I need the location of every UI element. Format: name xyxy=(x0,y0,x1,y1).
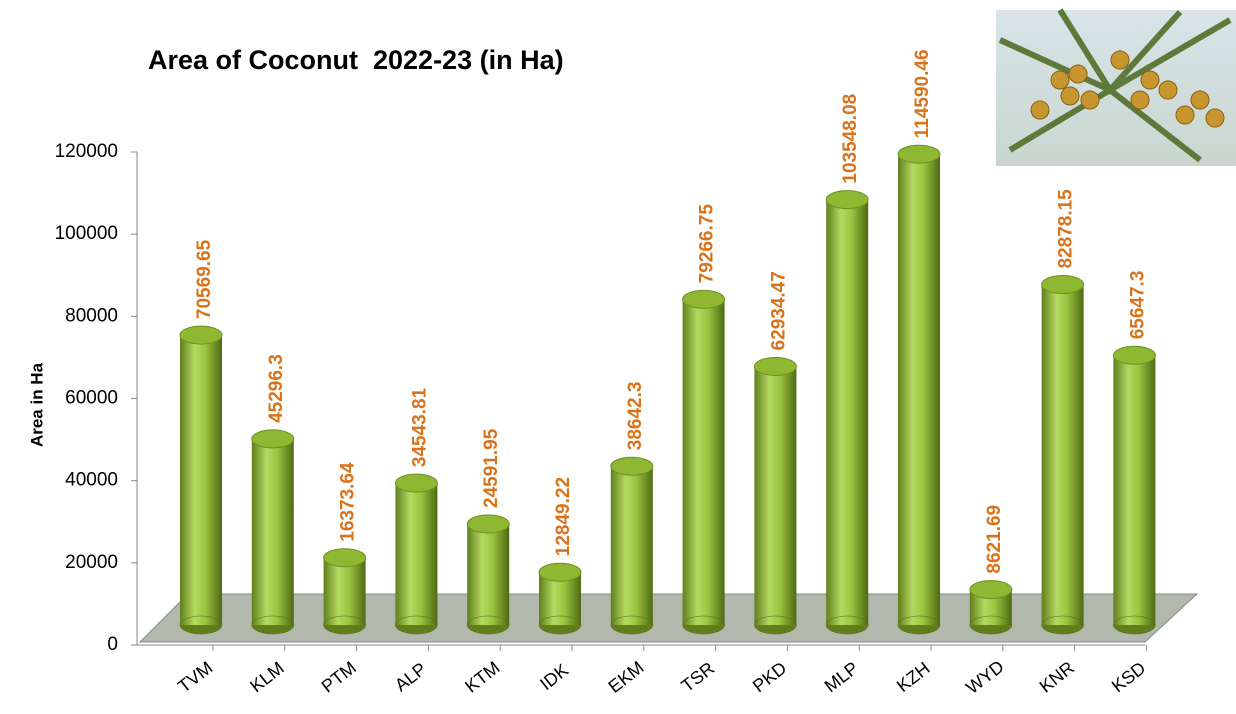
x-tick-label: WYD xyxy=(962,656,1007,698)
x-tick-label: PTM xyxy=(318,657,360,696)
bar-top xyxy=(252,430,294,448)
bar-top xyxy=(826,191,868,209)
value-label: 65647.3 xyxy=(1127,271,1148,340)
bar xyxy=(683,299,725,625)
x-tick-label: TVM xyxy=(174,657,216,696)
x-tick-label: KLM xyxy=(246,658,287,697)
bar-top xyxy=(970,581,1012,599)
chart: Area of Coconut 2022-23 (in Ha) Area in … xyxy=(0,0,1236,709)
x-tick-label: KSD xyxy=(1108,658,1149,697)
x-tick-label: KZH xyxy=(893,658,934,696)
x-tick-label: MLP xyxy=(821,658,862,697)
value-label: 16373.64 xyxy=(338,462,359,542)
value-label: 12849.22 xyxy=(553,477,574,556)
y-axis-label: Area in Ha xyxy=(27,362,46,447)
bar-top xyxy=(1042,276,1084,294)
bar xyxy=(324,558,366,625)
x-tick-label: PKD xyxy=(749,658,790,697)
bar xyxy=(1113,355,1155,625)
value-label: 8621.69 xyxy=(984,505,1005,574)
bar-top xyxy=(395,474,437,492)
bar-top xyxy=(324,549,366,567)
chart-title: Area of Coconut 2022-23 (in Ha) xyxy=(148,45,564,75)
value-label: 79266.75 xyxy=(697,204,718,284)
x-tick-label: EKM xyxy=(605,657,648,697)
bar xyxy=(180,335,222,625)
y-tick-label: 20000 xyxy=(65,552,118,573)
bar xyxy=(467,524,509,625)
bar xyxy=(395,483,437,625)
bar xyxy=(826,200,868,625)
bar-top xyxy=(467,515,509,533)
bar xyxy=(252,439,294,625)
value-label: 103548.08 xyxy=(840,94,861,184)
x-tick-label: IDK xyxy=(536,660,572,694)
x-tick-label: KNR xyxy=(1036,657,1078,696)
x-tick-label: TSR xyxy=(677,658,718,696)
floor xyxy=(140,594,1197,642)
value-label: 82878.15 xyxy=(1056,189,1077,269)
bar-top xyxy=(898,145,940,163)
y-tick-label: 40000 xyxy=(65,470,118,491)
y-tick-label: 80000 xyxy=(65,305,118,326)
bar-top xyxy=(754,357,796,375)
bar-top xyxy=(180,326,222,344)
bar xyxy=(754,366,796,625)
value-label: 62934.47 xyxy=(768,271,789,350)
y-tick-label: 60000 xyxy=(65,388,118,409)
y-tick-label: 0 xyxy=(107,634,118,655)
value-label: 38642.3 xyxy=(625,382,646,451)
bar-top xyxy=(539,563,581,581)
value-label: 114590.46 xyxy=(912,49,933,138)
bar xyxy=(611,466,653,625)
bar xyxy=(1042,285,1084,625)
bar xyxy=(898,154,940,625)
coconut-photo xyxy=(996,10,1236,166)
value-label: 70569.65 xyxy=(194,239,215,319)
bar-top xyxy=(683,290,725,308)
value-label: 34543.81 xyxy=(409,387,430,467)
value-label: 24591.95 xyxy=(481,428,502,508)
x-tick-label: ALP xyxy=(391,659,430,696)
bar-top xyxy=(611,457,653,475)
bar-top xyxy=(1113,346,1155,364)
x-tick-label: KTM xyxy=(461,657,503,696)
y-tick-label: 100000 xyxy=(55,223,118,244)
y-tick-label: 120000 xyxy=(55,141,118,162)
value-label: 45296.3 xyxy=(266,354,287,423)
